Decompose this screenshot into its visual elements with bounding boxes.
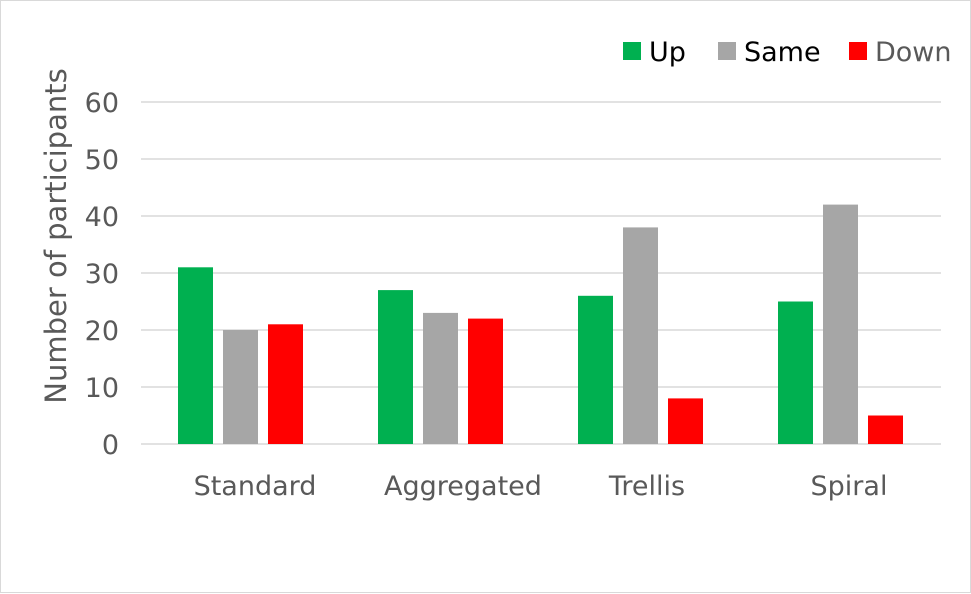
legend-label-up: Up [649, 37, 686, 68]
bar-down-aggregated [468, 318, 503, 444]
y-tick-label: 50 [85, 145, 119, 176]
x-category-label: Aggregated [384, 471, 542, 502]
bar-same-standard [223, 330, 258, 444]
bar-up-spiral [778, 301, 813, 444]
x-category-label: Trellis [608, 471, 685, 502]
legend-swatch-down [849, 42, 867, 60]
bar-down-trellis [668, 398, 703, 444]
x-category-label: Spiral [811, 471, 888, 502]
legend-swatch-same [718, 42, 736, 60]
y-tick-label: 60 [85, 88, 119, 119]
y-tick-label: 10 [85, 373, 119, 404]
gridlines [141, 101, 941, 445]
x-category-label: Standard [194, 471, 317, 502]
x-axis-categories: Standard Aggregated Trellis Spiral [194, 471, 888, 502]
bar-down-spiral [868, 415, 903, 444]
y-tick-label: 20 [85, 316, 119, 347]
bars [178, 204, 903, 444]
legend: Up Same Down [623, 37, 952, 68]
y-tick-label: 30 [85, 259, 119, 290]
y-axis-ticks: 0 10 20 30 40 50 60 [85, 88, 119, 461]
legend-label-same: Same [744, 37, 821, 68]
y-tick-label: 40 [85, 202, 119, 233]
legend-swatch-up [623, 42, 641, 60]
bar-up-aggregated [378, 290, 413, 444]
y-tick-label: 0 [102, 430, 119, 461]
y-axis-label: Number of participants [39, 68, 73, 403]
bar-same-spiral [823, 204, 858, 444]
bar-up-trellis [578, 295, 613, 444]
bar-same-aggregated [423, 312, 458, 444]
bar-same-trellis [623, 227, 658, 444]
bar-up-standard [178, 267, 213, 444]
legend-label-down: Down [875, 37, 952, 68]
bar-down-standard [268, 324, 303, 444]
